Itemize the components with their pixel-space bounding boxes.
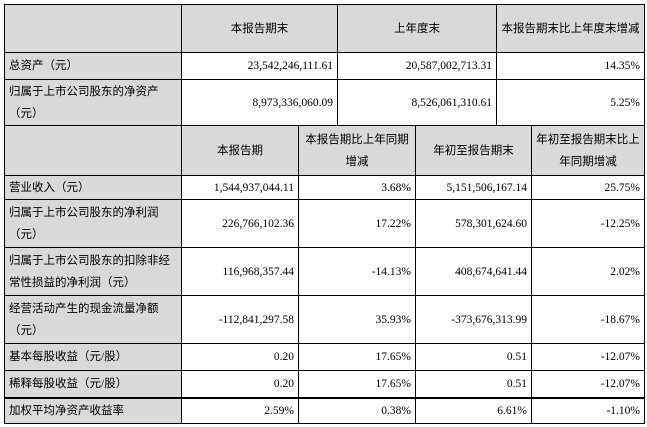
balance-table: 本报告期末 上年度末 本报告期末比上年度末增减 总资产（元） 23,542,24… (4, 4, 645, 126)
cell: 408,674,641.44 (415, 247, 532, 296)
header-cell (4, 4, 182, 53)
cell: 8,526,061,310.61 (337, 79, 497, 126)
table-row: 归属于上市公司股东的净资产（元） 8,973,336,060.09 8,526,… (4, 79, 645, 126)
row-label: 总资产（元） (4, 52, 182, 80)
cell: 8,973,336,060.09 (181, 79, 338, 126)
header-row: 本报告期末 上年度末 本报告期末比上年度末增减 (4, 4, 645, 53)
table-row: 总资产（元） 23,542,246,111.61 20,587,002,713.… (4, 52, 645, 80)
row-label: 营业收入（元） (4, 175, 182, 200)
table-row: 营业收入（元） 1,544,937,044.11 3.68% 5,151,506… (4, 175, 645, 200)
header-cell: 本报告期末 (181, 4, 338, 53)
header-cell: 本报告期 (181, 125, 299, 176)
header-cell: 本报告期比上年同期增减 (298, 125, 416, 176)
cell: -373,676,313.99 (415, 295, 532, 344)
row-label: 加权平均净资产收益率 (4, 396, 182, 424)
cell: 116,968,357.44 (181, 247, 299, 296)
cell: 2.59% (181, 396, 299, 424)
row-label: 经营活动产生的现金流量净额（元） (4, 295, 182, 344)
cell: 35.93% (298, 295, 416, 344)
cell: 17.65% (298, 343, 416, 371)
header-row: 本报告期 本报告期比上年同期增减 年初至报告期末 年初至报告期末比上年同期增减 (4, 125, 645, 176)
cell: 0.51 (415, 370, 532, 398)
cell: 578,301,624.60 (415, 199, 532, 248)
cell: 5,151,506,167.14 (415, 175, 532, 200)
cell: 20,587,002,713.31 (337, 52, 497, 80)
header-cell: 上年度末 (337, 4, 497, 53)
cell: -1.10% (531, 396, 645, 424)
row-label: 归属于上市公司股东的净利润（元） (4, 199, 182, 248)
income-table: 本报告期 本报告期比上年同期增减 年初至报告期末 年初至报告期末比上年同期增减 … (4, 125, 645, 424)
cell: -18.67% (531, 295, 645, 344)
row-label: 归属于上市公司股东的扣除非经常性损益的净利润（元） (4, 247, 182, 296)
cell: 226,766,102.36 (181, 199, 299, 248)
cell: 2.02% (531, 247, 645, 296)
cell: 0.20 (181, 370, 299, 398)
cell: 0.51 (415, 343, 532, 371)
cell: 6.61% (415, 396, 532, 424)
cell: 23,542,246,111.61 (181, 52, 338, 80)
cell: 3.68% (298, 175, 416, 200)
row-label: 稀释每股收益（元/股） (4, 370, 182, 398)
header-cell (4, 125, 182, 176)
cell: 14.35% (496, 52, 645, 80)
cell: 0.38% (298, 396, 416, 424)
row-label: 归属于上市公司股东的净资产（元） (4, 79, 182, 126)
cell: 5.25% (496, 79, 645, 126)
cell: 17.65% (298, 370, 416, 398)
cell: -12.07% (531, 370, 645, 398)
row-label: 基本每股收益（元/股） (4, 343, 182, 371)
header-cell: 本报告期末比上年度末增减 (496, 4, 645, 53)
cell: 17.22% (298, 199, 416, 248)
table-row: 归属于上市公司股东的净利润（元） 226,766,102.36 17.22% 5… (4, 199, 645, 248)
table-row: 归属于上市公司股东的扣除非经常性损益的净利润（元） 116,968,357.44… (4, 247, 645, 296)
table-row: 加权平均净资产收益率 2.59% 0.38% 6.61% -1.10% (4, 396, 645, 424)
cell: -12.25% (531, 199, 645, 248)
table-row: 基本每股收益（元/股） 0.20 17.65% 0.51 -12.07% (4, 343, 645, 371)
cell: 25.75% (531, 175, 645, 200)
header-cell: 年初至报告期末比上年同期增减 (531, 125, 645, 176)
cell: -14.13% (298, 247, 416, 296)
header-cell: 年初至报告期末 (415, 125, 532, 176)
table-row: 稀释每股收益（元/股） 0.20 17.65% 0.51 -12.07% (4, 370, 645, 398)
cell: -112,841,297.58 (181, 295, 299, 344)
cell: 1,544,937,044.11 (181, 175, 299, 200)
table-row: 经营活动产生的现金流量净额（元） -112,841,297.58 35.93% … (4, 295, 645, 344)
cell: -12.07% (531, 343, 645, 371)
cell: 0.20 (181, 343, 299, 371)
